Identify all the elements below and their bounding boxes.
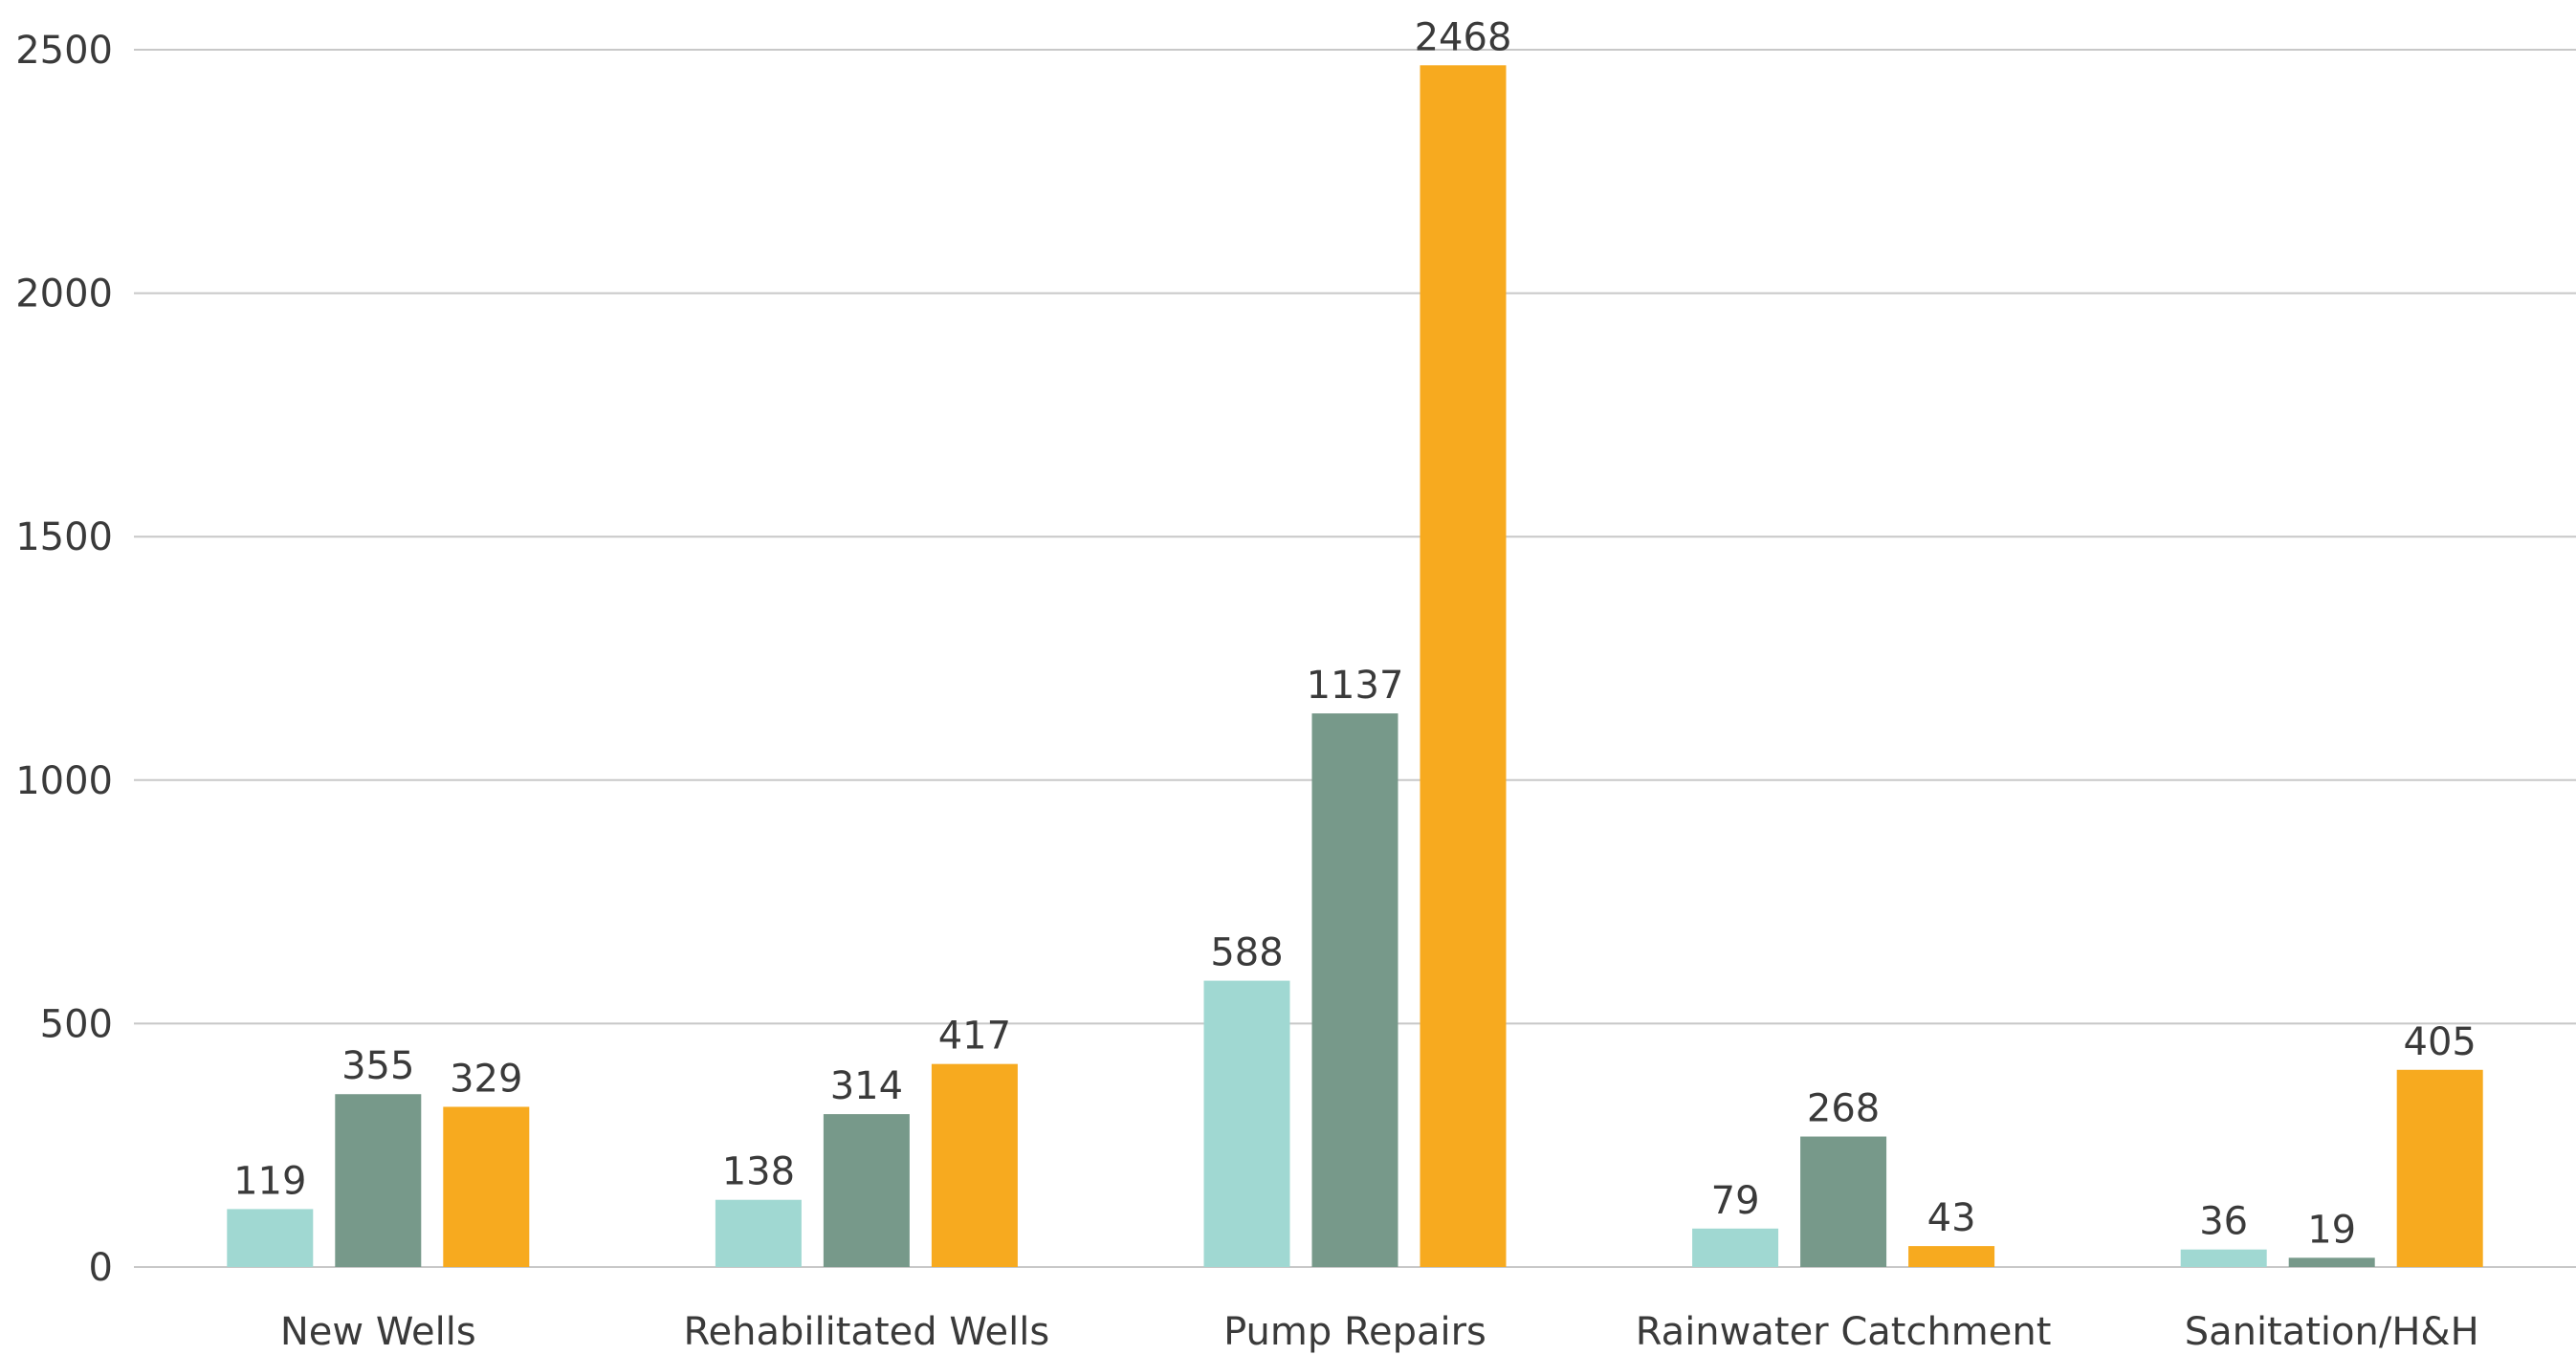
bar-3-1 <box>931 1063 1018 1267</box>
bars <box>227 65 2483 1267</box>
y-tick-label-500: 500 <box>40 1002 113 1046</box>
bar-1-0 <box>227 1209 314 1267</box>
data-label-2-0: 355 <box>341 1044 414 1088</box>
bar-1-4 <box>2180 1249 2267 1267</box>
data-label-1-0: 119 <box>233 1159 306 1203</box>
data-label-1-3: 79 <box>1711 1179 1760 1223</box>
category-label-4: Sanitation/H&H <box>2185 1310 2479 1354</box>
y-tick-label-2500: 2500 <box>15 29 113 73</box>
category-label-1: Rehabilitated Wells <box>684 1310 1050 1354</box>
bar-2-1 <box>823 1114 910 1267</box>
bar-2-3 <box>1800 1136 1887 1267</box>
data-label-2-4: 19 <box>2307 1208 2356 1252</box>
category-label-2: Pump Repairs <box>1223 1310 1486 1354</box>
bar-3-4 <box>2396 1069 2483 1267</box>
data-label-3-1: 417 <box>938 1015 1011 1059</box>
data-label-2-2: 1137 <box>1307 664 1404 708</box>
bar-1-2 <box>1203 980 1290 1267</box>
data-labels: 119 355 329 138 314 417 588 1137 2468 79 268 43 36 19… <box>233 15 2477 1252</box>
category-label-3: Rainwater Catchment <box>1636 1310 2052 1354</box>
data-label-3-0: 329 <box>450 1057 522 1101</box>
x-axis-category-labels: New Wells Rehabilitated Wells Pump Repairs… <box>280 1310 2479 1354</box>
data-label-1-2: 588 <box>1210 931 1283 975</box>
y-tick-label-0: 0 <box>89 1246 113 1290</box>
bar-2-2 <box>1311 713 1398 1267</box>
bar-2-4 <box>2288 1257 2375 1267</box>
y-tick-label-1000: 1000 <box>15 759 113 803</box>
y-axis-tick-labels: 0 500 1000 1500 2000 2500 <box>15 29 113 1290</box>
data-label-1-1: 138 <box>722 1150 795 1194</box>
data-label-2-3: 268 <box>1807 1087 1880 1131</box>
category-label-0: New Wells <box>280 1310 476 1354</box>
data-label-3-2: 2468 <box>1415 15 1512 59</box>
data-label-3-4: 405 <box>2404 1020 2477 1064</box>
y-tick-label-2000: 2000 <box>15 273 113 317</box>
data-label-2-1: 314 <box>830 1064 903 1108</box>
y-tick-label-1500: 1500 <box>15 515 113 559</box>
bar-3-0 <box>443 1106 530 1267</box>
bar-1-1 <box>715 1199 802 1267</box>
data-label-3-3: 43 <box>1927 1196 1976 1240</box>
bar-3-2 <box>1420 65 1507 1267</box>
data-label-1-4: 36 <box>2199 1200 2248 1244</box>
bar-3-3 <box>1908 1246 1995 1267</box>
bar-2-0 <box>335 1094 422 1267</box>
bar-1-3 <box>1692 1228 1779 1267</box>
